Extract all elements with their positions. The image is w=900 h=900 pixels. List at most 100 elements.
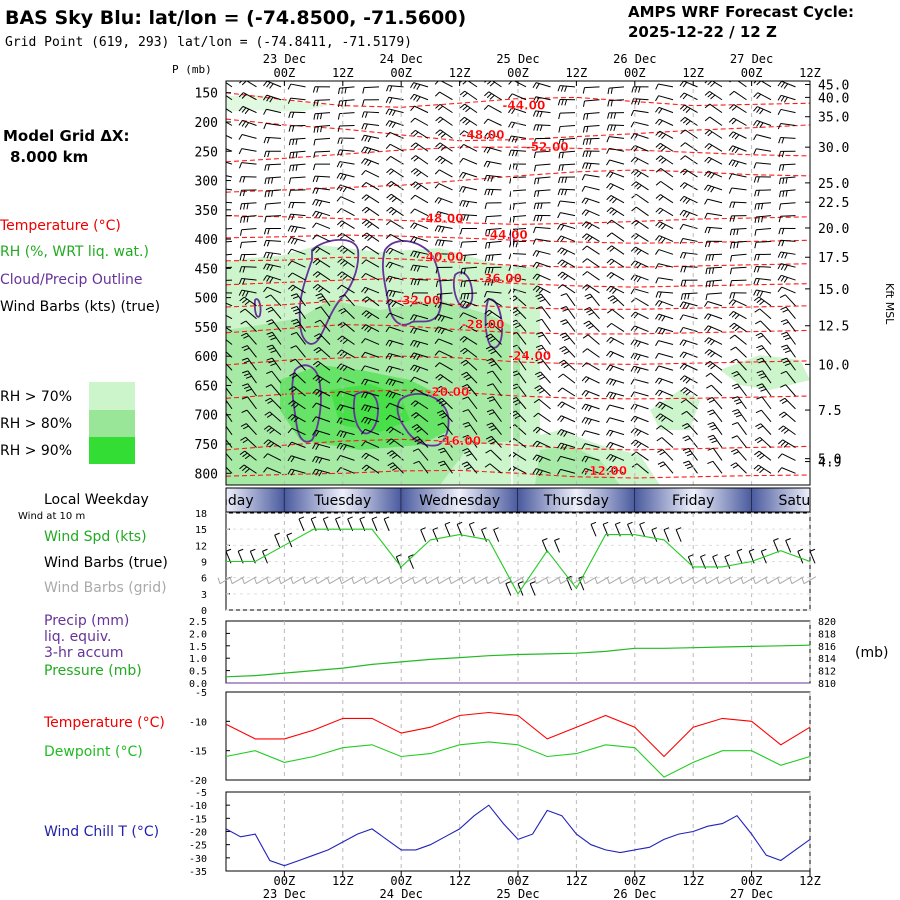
wind-barb xyxy=(729,322,747,333)
height-tick-label: 4.9 xyxy=(818,456,841,471)
wind-barb xyxy=(435,266,453,274)
wind-barb xyxy=(263,425,282,436)
wind-barb xyxy=(606,285,625,294)
wind-barb xyxy=(558,150,576,159)
surface-wind-barb xyxy=(383,516,390,532)
pressure-tick-label: 350 xyxy=(195,204,218,219)
wind-barb xyxy=(729,201,747,209)
wind-barb xyxy=(385,233,404,242)
wind-barb xyxy=(226,253,233,256)
wind-barb xyxy=(583,307,600,320)
wind-barb xyxy=(462,421,478,435)
wind-barb xyxy=(264,215,282,223)
time-tick-label: 12Z xyxy=(682,874,704,888)
wind-barb xyxy=(704,129,723,139)
wind-barb xyxy=(435,129,453,139)
wind-barb xyxy=(630,288,649,295)
y-tick-label: 1.0 xyxy=(189,654,207,665)
wind-barb xyxy=(226,466,233,474)
wind-barb xyxy=(581,197,600,205)
wind-barb xyxy=(631,98,649,105)
wind-barb xyxy=(434,183,453,191)
wind-barb xyxy=(435,374,453,384)
wind-barb xyxy=(386,85,404,92)
wind-barb xyxy=(459,171,478,179)
wind-barb xyxy=(582,271,600,281)
wind-barb xyxy=(777,286,796,294)
wind-barb xyxy=(336,172,355,181)
date-label: 23 Dec xyxy=(263,52,306,66)
wind-barb xyxy=(777,274,796,283)
wind-barb xyxy=(607,295,625,307)
pressure-label: Pressure (mb) xyxy=(44,663,142,679)
wind-barb xyxy=(606,232,625,242)
wind-barb xyxy=(434,338,453,345)
wind-barb xyxy=(777,467,796,474)
wind-barb xyxy=(263,251,282,259)
weekday-segment xyxy=(226,488,285,512)
wind-barb xyxy=(728,187,747,194)
wind-barb xyxy=(756,396,772,410)
surface-wind-barb xyxy=(262,548,268,564)
wind-barb xyxy=(226,266,233,269)
wind-barb xyxy=(728,117,747,126)
wind-barb xyxy=(778,150,796,158)
wind-barb xyxy=(410,264,429,272)
wind-barb xyxy=(630,415,649,423)
wind-barb xyxy=(241,396,257,410)
date-label: 27 Dec xyxy=(730,52,773,66)
wind-barb xyxy=(289,358,306,371)
wind-barb xyxy=(680,129,698,139)
wind-barb xyxy=(287,225,306,233)
wind-barb xyxy=(581,376,600,384)
wind-barb xyxy=(287,455,306,463)
wind-barb xyxy=(265,384,282,397)
wind-barb xyxy=(755,320,772,332)
wind-barb xyxy=(606,124,625,132)
wind-barb xyxy=(434,326,453,335)
wind-barb xyxy=(754,215,772,223)
wind-barb xyxy=(560,319,576,332)
wind-barb xyxy=(581,174,600,181)
wind-barb xyxy=(655,291,674,298)
wind-barb xyxy=(459,200,478,208)
pressure-tick-label: 650 xyxy=(195,379,218,394)
wind-barb xyxy=(263,263,282,271)
wind-barb xyxy=(729,334,747,345)
wind-barb xyxy=(459,185,478,193)
wind-barb xyxy=(483,174,502,182)
wind-barb xyxy=(730,358,747,371)
wind-barb xyxy=(434,362,453,371)
wind-barb xyxy=(483,132,502,140)
wind-barb xyxy=(731,383,747,397)
wind-barb xyxy=(361,134,380,143)
weekday-segment xyxy=(751,488,810,512)
wind-barb xyxy=(705,292,723,301)
wind-barb xyxy=(361,404,380,413)
wind-barb xyxy=(226,375,233,384)
wind-barb xyxy=(777,439,796,448)
wind-barb xyxy=(338,99,355,108)
wind-barb xyxy=(582,258,600,268)
pressure-line xyxy=(225,644,811,678)
wind-speed-label: Wind Spd (kts) xyxy=(44,529,147,545)
wind-barb xyxy=(778,227,796,235)
wind-barb xyxy=(487,396,502,410)
y-tick-label: 2.5 xyxy=(189,617,207,628)
wind-barb xyxy=(606,171,625,178)
wind-barb xyxy=(557,284,576,294)
wind-barb xyxy=(361,440,380,448)
wind-barb xyxy=(704,103,723,114)
temperature-chart: -20 -15 -10 -5 xyxy=(189,688,811,787)
wind-barb xyxy=(532,261,551,269)
wind-barb xyxy=(336,404,355,412)
wind-barb xyxy=(532,82,551,89)
wind-barb xyxy=(361,416,380,425)
wind-barb xyxy=(606,429,625,437)
wind-barb xyxy=(266,344,282,358)
wind-barb xyxy=(777,108,796,115)
wind-barb xyxy=(241,345,257,358)
weekday-label: Monday xyxy=(198,493,253,509)
height-axis-title: Kft MSL xyxy=(883,283,896,325)
wind-barb xyxy=(729,215,747,222)
